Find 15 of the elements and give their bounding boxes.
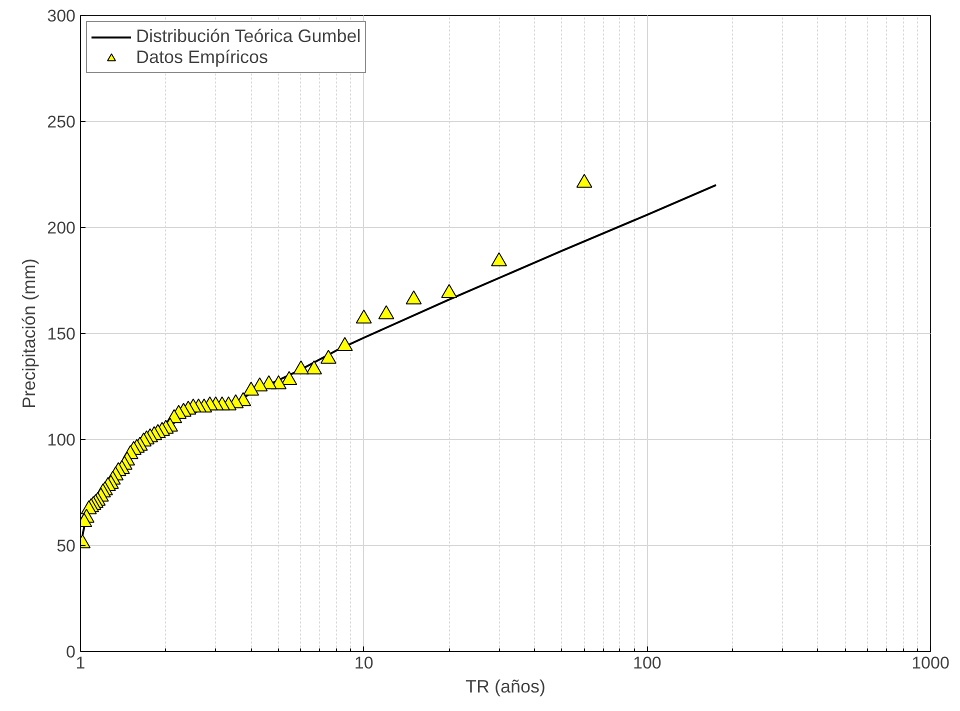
x-tick-label: 1000 (912, 654, 950, 672)
legend-label: Distribución Teórica Gumbel (136, 26, 361, 47)
y-tick-label: 150 (47, 324, 76, 344)
x-tick-label: 100 (632, 654, 662, 672)
y-tick-label: 100 (47, 430, 76, 450)
x-axis-title: TR (años) (465, 676, 546, 696)
y-tick-label: 250 (47, 112, 76, 132)
y-tick-label: 300 (47, 6, 76, 26)
y-tick-label: 200 (47, 218, 76, 238)
x-tick-label: 10 (354, 654, 374, 672)
y-tick-label: 0 (66, 642, 76, 662)
legend-label: Datos Empíricos (136, 47, 268, 68)
y-tick-label: 50 (56, 536, 76, 556)
x-tick-label: 1 (76, 654, 86, 672)
y-axis-title: Precipitación (mm) (19, 258, 40, 409)
